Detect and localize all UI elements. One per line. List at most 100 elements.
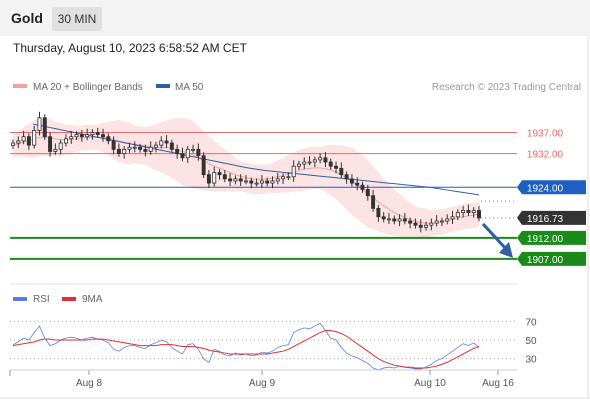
candle-body	[201, 155, 206, 176]
candle-body	[111, 140, 116, 150]
rsi-tick-label-30: 30	[525, 355, 537, 366]
level-tag-1912.00	[517, 230, 586, 245]
candle-body	[249, 180, 254, 184]
level-label-1932.00: 1932.00	[527, 150, 564, 161]
datetime-label: Thursday, August 10, 2023 6:58:52 AM CET	[13, 41, 247, 55]
candle-body	[37, 117, 42, 131]
candle-body	[270, 180, 275, 184]
level-tag-1924.00	[517, 180, 586, 195]
candle-body	[254, 182, 259, 185]
candle-body	[402, 218, 407, 222]
candle-body	[265, 180, 270, 184]
candle-body	[233, 178, 238, 182]
level-label-1937.00: 1937.00	[527, 129, 564, 140]
candle-body	[90, 132, 95, 136]
level-tag-1907.00	[517, 251, 586, 266]
candle-body	[323, 157, 328, 163]
candle-body	[127, 146, 132, 150]
forecast-arrow-head	[499, 241, 513, 258]
forecast-arrow-shaft	[481, 222, 508, 250]
candle-body	[212, 172, 217, 184]
candle-body	[238, 178, 243, 182]
candle-body	[397, 218, 402, 222]
candle-body	[418, 224, 423, 228]
candle-body	[296, 163, 301, 167]
candle-body	[228, 178, 233, 182]
rsi-tick-label-50: 50	[525, 336, 537, 347]
candle-body	[355, 182, 360, 186]
level-tag-1916.73	[517, 210, 586, 225]
candle-body	[222, 174, 227, 180]
rsi-legend: RSI 9MA	[13, 294, 103, 305]
candle-body	[387, 218, 391, 221]
candle-body	[217, 172, 222, 176]
candle-body	[471, 210, 476, 213]
candle-body	[116, 148, 121, 154]
candle-body	[360, 184, 365, 190]
candle-body	[74, 134, 79, 138]
candle-body	[16, 140, 21, 144]
candle-body	[206, 174, 211, 184]
rsi-ma-legend-swatch	[62, 297, 76, 301]
candle-body	[85, 134, 90, 138]
candle-body	[53, 148, 58, 152]
level-label-1912.00: 1912.00	[527, 234, 564, 245]
candle-body	[101, 134, 105, 138]
bollinger-legend-swatch	[13, 84, 27, 88]
x-tick-label-aug-9: Aug 9	[249, 378, 276, 389]
bollinger-legend-label: MA 20 + Bollinger Bands	[33, 82, 143, 93]
main-legend: MA 20 + Bollinger Bands MA 50 Research ©…	[13, 82, 581, 93]
candle-body	[154, 144, 158, 148]
candle-body	[185, 148, 190, 159]
candle-body	[424, 224, 429, 228]
level-label-1924.00: 1924.00	[527, 183, 564, 194]
rsi-panel: 70 50 30	[10, 317, 537, 371]
candle-body	[328, 161, 333, 167]
candle-body	[450, 216, 455, 220]
candle-body	[334, 165, 338, 169]
candle-body	[466, 210, 471, 213]
candle-body	[159, 140, 164, 146]
candle-body	[26, 136, 31, 146]
candle-body	[138, 146, 143, 150]
candle-body	[122, 148, 127, 154]
rsi-ma-line	[12, 330, 480, 369]
candle-body	[95, 132, 100, 136]
timeframe-tab[interactable]: 30 MIN	[52, 7, 102, 31]
candle-body	[259, 180, 264, 184]
candle-body	[180, 153, 185, 159]
candle-body	[58, 142, 63, 150]
candle-body	[63, 138, 68, 144]
candle-body	[32, 129, 37, 146]
candle-body	[132, 146, 137, 149]
candle-body	[275, 178, 280, 182]
candle-body	[106, 136, 111, 142]
candle-body	[371, 195, 376, 209]
candle-body	[302, 161, 307, 165]
x-axis: Aug 8 Aug 9 Aug 10 Aug 16	[9, 369, 517, 389]
candle-body	[381, 216, 386, 220]
candle-body	[286, 176, 291, 179]
x-tick-label-aug-16: Aug 16	[482, 378, 514, 389]
candle-body	[434, 220, 439, 224]
candle-body	[477, 210, 481, 219]
ma50-legend-swatch	[156, 84, 170, 88]
rsi-ma-legend-label: 9MA	[82, 294, 103, 305]
candle-body	[461, 210, 466, 213]
candle-body	[148, 146, 153, 152]
candle-body	[21, 136, 26, 142]
rsi-legend-swatch	[13, 297, 27, 301]
candle-body	[429, 222, 434, 226]
candle-body	[365, 188, 370, 197]
copyright-label: Research © 2023 Trading Central	[432, 82, 581, 93]
asset-title: Gold	[11, 10, 43, 26]
rsi-tick-label-70: 70	[525, 317, 537, 328]
candle-body	[48, 136, 53, 152]
candle-body	[164, 140, 169, 144]
candle-body	[307, 161, 312, 164]
level-label-1916.73: 1916.73	[527, 214, 564, 225]
header-bar: Gold 30 MIN	[0, 0, 590, 36]
candle-body	[196, 148, 201, 157]
candle-body	[439, 220, 444, 223]
